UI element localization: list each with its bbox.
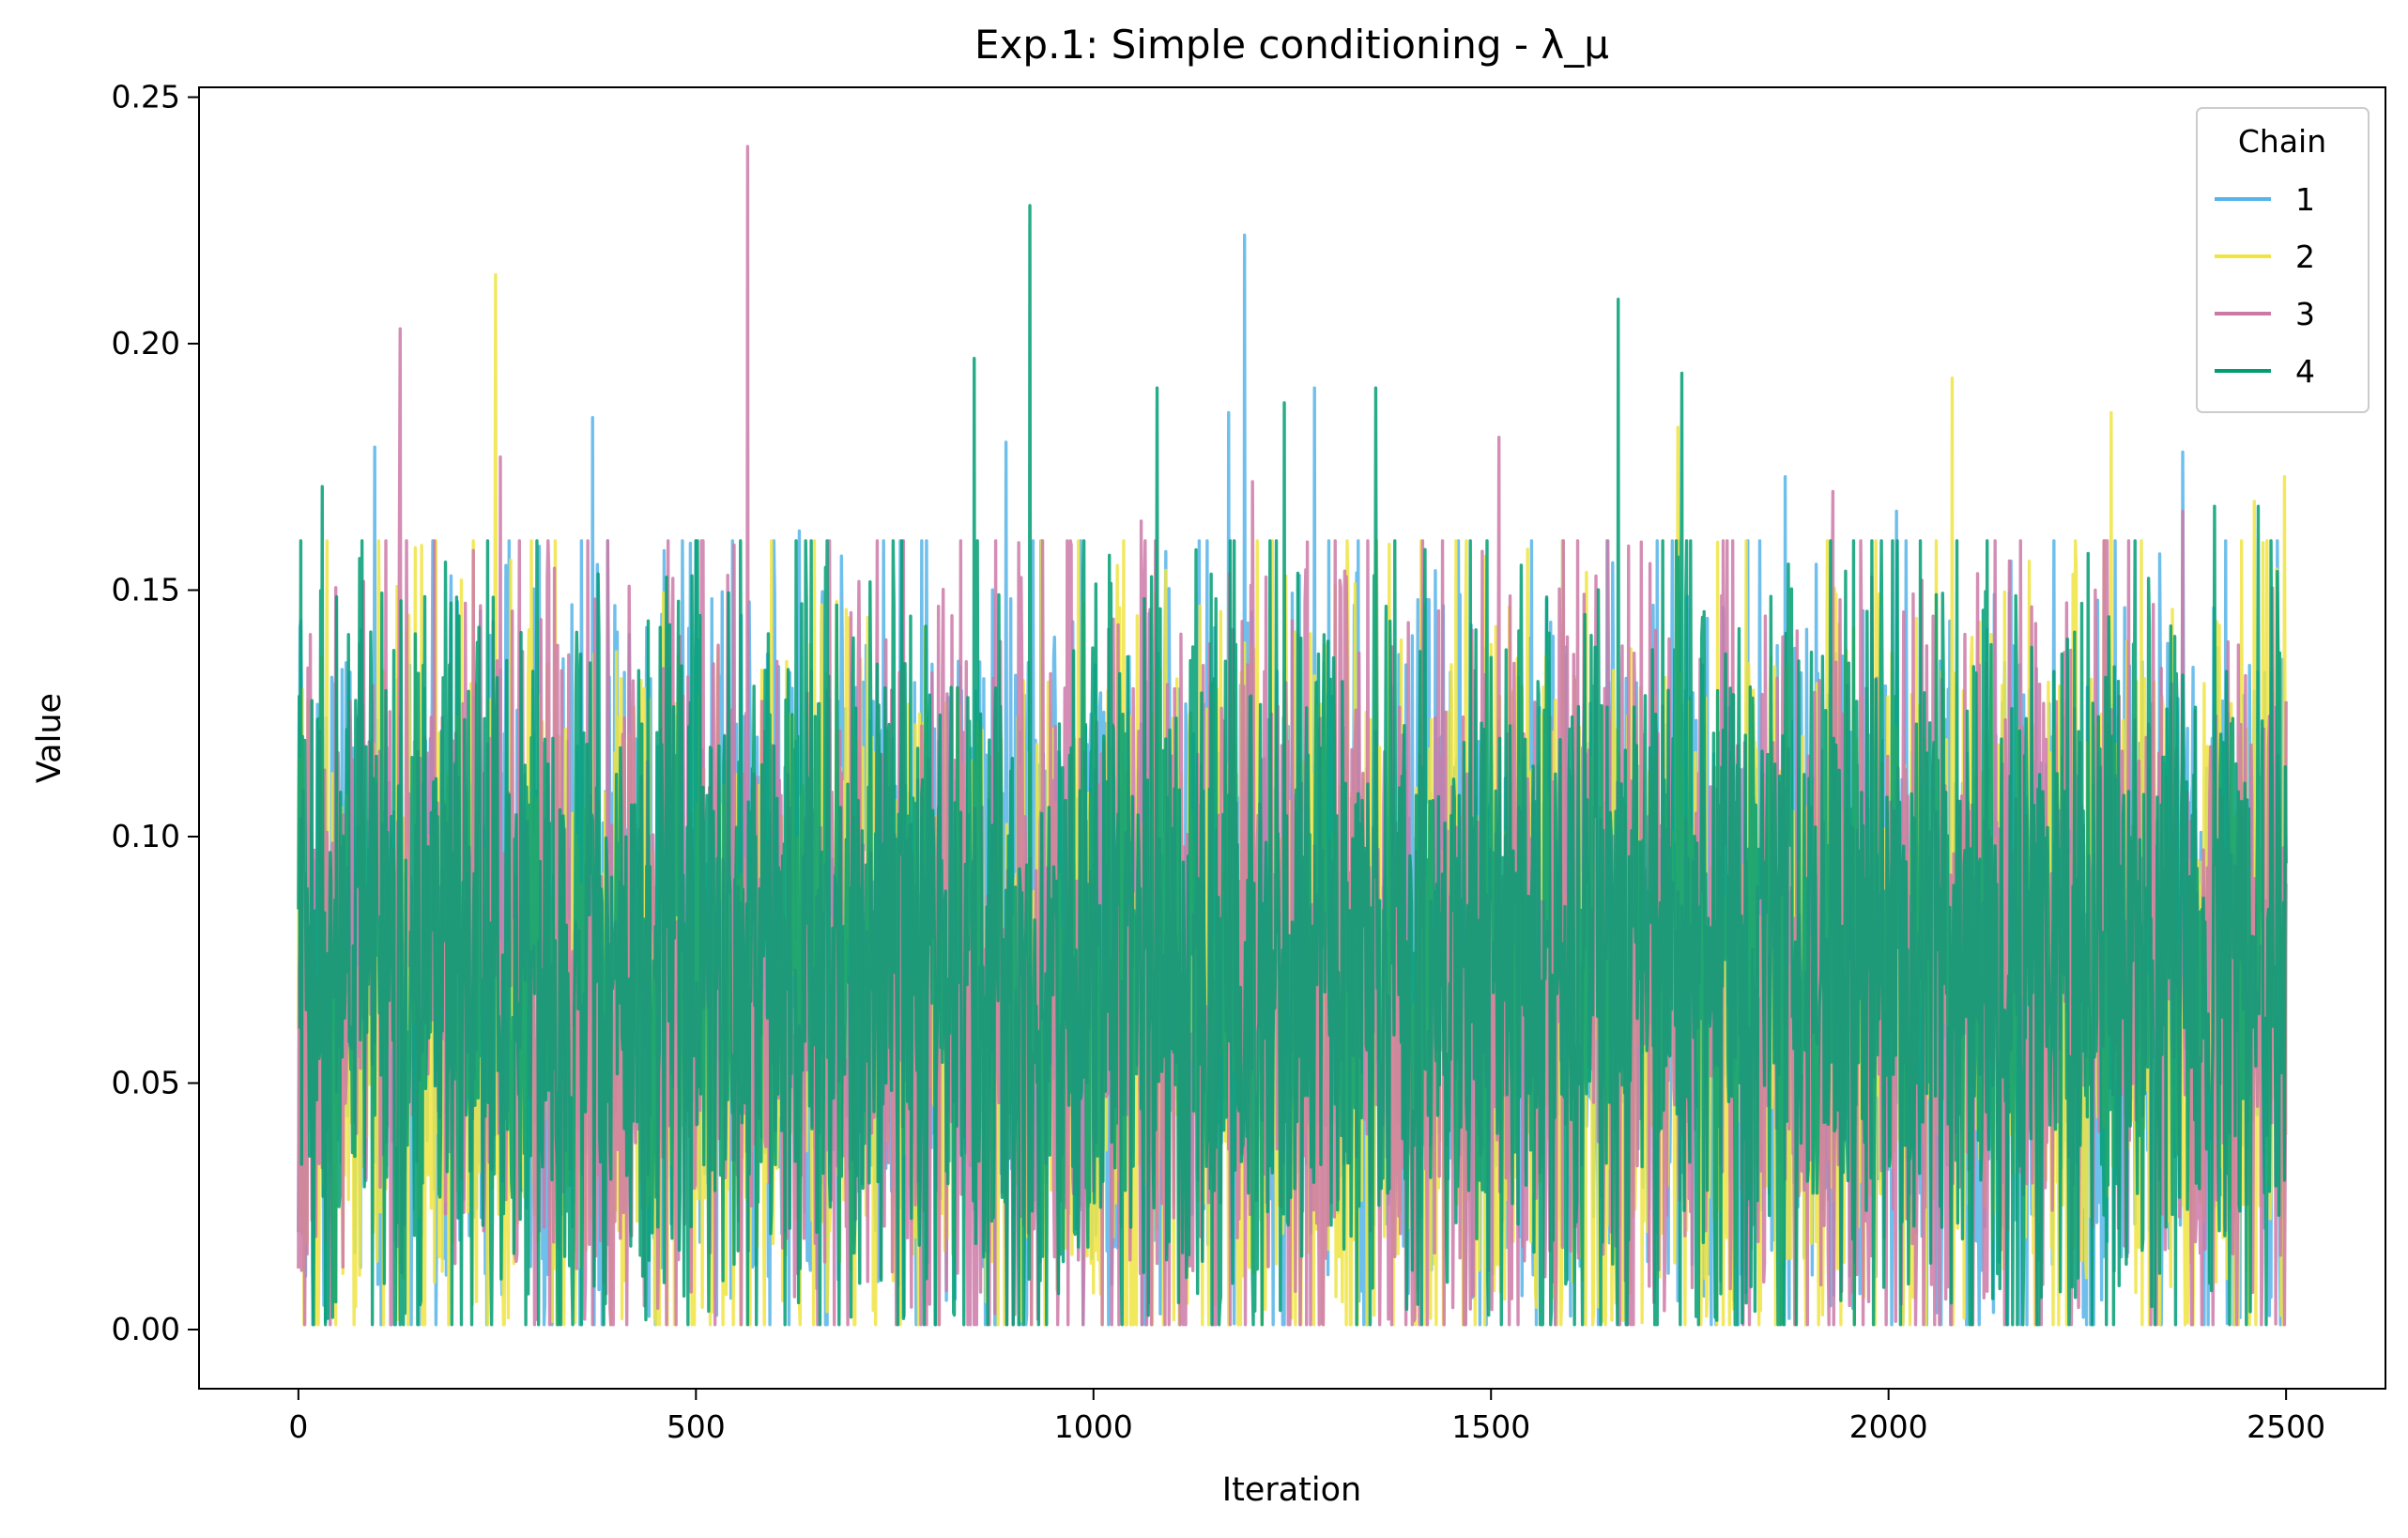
plot-frame <box>198 86 2386 1390</box>
x-tick-label: 2500 <box>2247 1408 2325 1445</box>
y-tick-label: 0.00 <box>112 1311 180 1347</box>
x-axis-label: Iteration <box>1222 1471 1361 1509</box>
y-tick-label: 0.15 <box>112 572 180 608</box>
x-tick-label: 0 <box>288 1408 308 1445</box>
legend-label-chain-4: 4 <box>2295 353 2315 390</box>
chart-title: Exp.1: Simple conditioning - λ_μ <box>974 22 1609 68</box>
legend-label-chain-2: 2 <box>2295 238 2315 275</box>
y-axis-label: Value <box>31 693 69 783</box>
x-axis-ticks: 0 500 1000 1500 2000 2500 <box>288 1389 2325 1445</box>
y-tick-label: 0.05 <box>112 1065 180 1101</box>
legend-label-chain-3: 3 <box>2295 296 2315 332</box>
x-tick-label: 1000 <box>1054 1408 1133 1445</box>
legend: Chain 1 2 3 4 <box>2196 107 2370 413</box>
x-tick-label: 2000 <box>1849 1408 1928 1445</box>
series-layer <box>297 145 2288 1327</box>
y-tick-label: 0.10 <box>112 818 180 854</box>
legend-box <box>2196 107 2370 413</box>
y-tick-label: 0.25 <box>112 79 180 115</box>
x-tick-label: 500 <box>667 1408 726 1445</box>
legend-items: 1 2 3 4 <box>2215 181 2315 390</box>
x-tick-label: 1500 <box>1451 1408 1530 1445</box>
series-line-chain-4 <box>297 204 2288 1327</box>
y-tick-label: 0.20 <box>112 325 180 361</box>
legend-label-chain-1: 1 <box>2295 181 2315 218</box>
y-axis-ticks: 0.00 0.05 0.10 0.15 0.20 0.25 <box>112 79 199 1347</box>
legend-title: Chain <box>2238 123 2326 160</box>
